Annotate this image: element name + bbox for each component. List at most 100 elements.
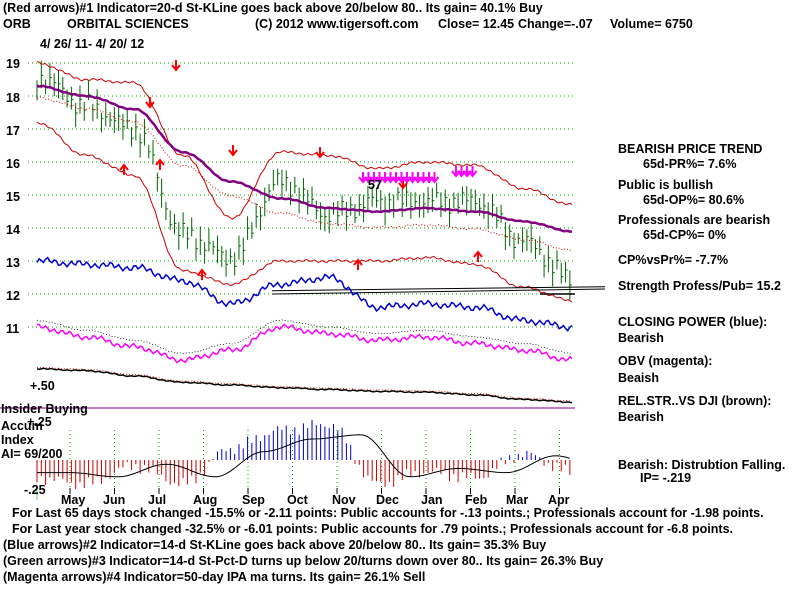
month-label: Jul <box>148 493 167 507</box>
month-label: Oct <box>287 493 308 507</box>
label-minus-25: -.25 <box>24 483 46 497</box>
trendlines <box>271 286 606 295</box>
sell-arrow <box>418 172 429 184</box>
y-label-19: 19 <box>6 57 20 71</box>
sell-arrow <box>467 166 478 178</box>
label-ai: AI= 69/200 <box>1 447 63 461</box>
ma-dotted-line <box>37 96 573 251</box>
sell-arrow <box>429 172 440 184</box>
sell-arrow <box>385 172 396 184</box>
price-bars <box>36 60 572 300</box>
month-label: Apr <box>548 493 570 507</box>
month-label: Feb <box>465 493 488 507</box>
relstr-title: REL.STR..VS DJI (brown): <box>618 394 772 408</box>
trend-value: 65d-PR%= 7.6% <box>643 157 737 171</box>
professionals-value: 65d-CP%= 0% <box>643 228 727 242</box>
indicator-4-description: (Magenta arrows)#4 Indicator=50-day IPA … <box>3 570 426 584</box>
ticker-symbol: ORB <box>3 17 31 31</box>
relstr-ma-line <box>36 366 573 402</box>
obv-value: Beaish <box>618 371 659 385</box>
month-label: Aug <box>193 493 218 507</box>
obv-title: OBV (magenta): <box>618 354 713 368</box>
indicator-2-description: (Blue arrows)#2 Indicator=14-d St-KLine … <box>3 538 547 552</box>
sell-arrow <box>228 145 238 157</box>
sell-arrow <box>396 172 407 184</box>
indicator-3-description: (Green arrows)#3 Indicator=14-d St-Pct-D… <box>3 554 604 568</box>
professionals-title: Professionals are bearish <box>618 213 771 227</box>
public-value: 65d-OP%= 80.6% <box>643 193 745 207</box>
y-label-18: 18 <box>6 91 20 105</box>
date-range: 4/ 26/ 11- 4/ 20/ 12 <box>40 37 145 51</box>
signal-count-marker: 57 <box>368 178 382 192</box>
sell-arrow <box>315 147 325 159</box>
label-accum: Accum <box>1 419 43 433</box>
sell-arrow <box>462 166 472 178</box>
sell-arrow <box>451 166 461 178</box>
label-insider-buying: Insider Buying <box>1 402 88 416</box>
month-label: Jan <box>421 493 443 507</box>
sell-arrow <box>456 166 467 178</box>
stats-last-year: For Last year stock changed -32.5% or -6… <box>12 522 733 536</box>
month-label: Dec <box>376 493 399 507</box>
accum-ma-line <box>37 434 571 478</box>
month-ticks <box>69 488 560 494</box>
cp-vs-pr: CP%vsPr%= -7.7% <box>618 253 729 267</box>
buy-arrow <box>473 250 483 262</box>
public-title: Public is bullish <box>618 178 714 192</box>
change-quote: Change=-.07 <box>518 17 593 31</box>
month-label: May <box>61 493 86 507</box>
buy-arrow <box>353 258 363 270</box>
volume-quote: Volume= 6750 <box>610 17 693 31</box>
sell-arrow <box>424 172 434 184</box>
sell-arrow <box>171 60 181 72</box>
obv-line <box>36 323 573 364</box>
indicator-lines <box>0 256 575 409</box>
lower-band-line <box>36 121 573 303</box>
moving-average-line <box>36 84 573 251</box>
y-label-16: 16 <box>6 157 20 171</box>
relstr-line <box>36 367 573 404</box>
y-label-13: 13 <box>6 256 20 270</box>
y-label-17: 17 <box>6 124 20 138</box>
bollinger-bands <box>36 61 573 303</box>
sell-arrow <box>402 172 412 184</box>
volume-label: Volume= <box>610 17 662 31</box>
sell-arrow <box>380 172 390 184</box>
y-label-11: 11 <box>6 322 20 336</box>
sell-arrow <box>391 172 401 184</box>
change-value: -.07 <box>571 17 593 31</box>
closing-power-title: CLOSING POWER (blue): <box>618 315 768 329</box>
label-plus-25: +.25 <box>27 415 52 429</box>
sell-arrow <box>145 97 155 109</box>
y-label-15: 15 <box>6 190 20 204</box>
relstr-value: Bearish <box>618 410 664 424</box>
volume-value: 6750 <box>665 17 693 31</box>
copyright: (C) 2012 www.tigersoft.com <box>255 17 419 31</box>
month-label: Jun <box>103 493 126 507</box>
ip-value: IP= -.219 <box>640 471 692 485</box>
strength-ratio: Strength Profess/Pub= 15.2 <box>618 279 781 293</box>
ma-50-line <box>36 84 572 233</box>
upper-band-line <box>36 61 573 220</box>
month-label: Mar <box>506 493 529 507</box>
sell-arrow <box>413 172 423 184</box>
close-quote: Close= 12.45 <box>438 17 514 31</box>
label-index: Index <box>1 433 34 447</box>
closing-power-value: Bearish <box>618 331 664 345</box>
close-label: Close= <box>438 17 480 31</box>
company-name: ORBITAL SCIENCES <box>67 17 189 31</box>
closing-power-line <box>36 256 573 332</box>
y-label-12: 12 <box>6 289 20 303</box>
y-label-14: 14 <box>6 223 20 237</box>
label-plus-50: +.50 <box>30 379 55 393</box>
distribution-status: Bearish: Distrubtion Falling. <box>618 458 786 472</box>
buy-arrow <box>119 163 129 175</box>
buy-arrow <box>155 158 165 170</box>
accumulation-histogram <box>36 419 571 500</box>
sell-arrow <box>358 172 368 184</box>
change-label: Change= <box>518 17 572 31</box>
close-value: 12.45 <box>482 17 515 31</box>
support-line <box>271 288 606 295</box>
month-label: Nov <box>332 493 356 507</box>
